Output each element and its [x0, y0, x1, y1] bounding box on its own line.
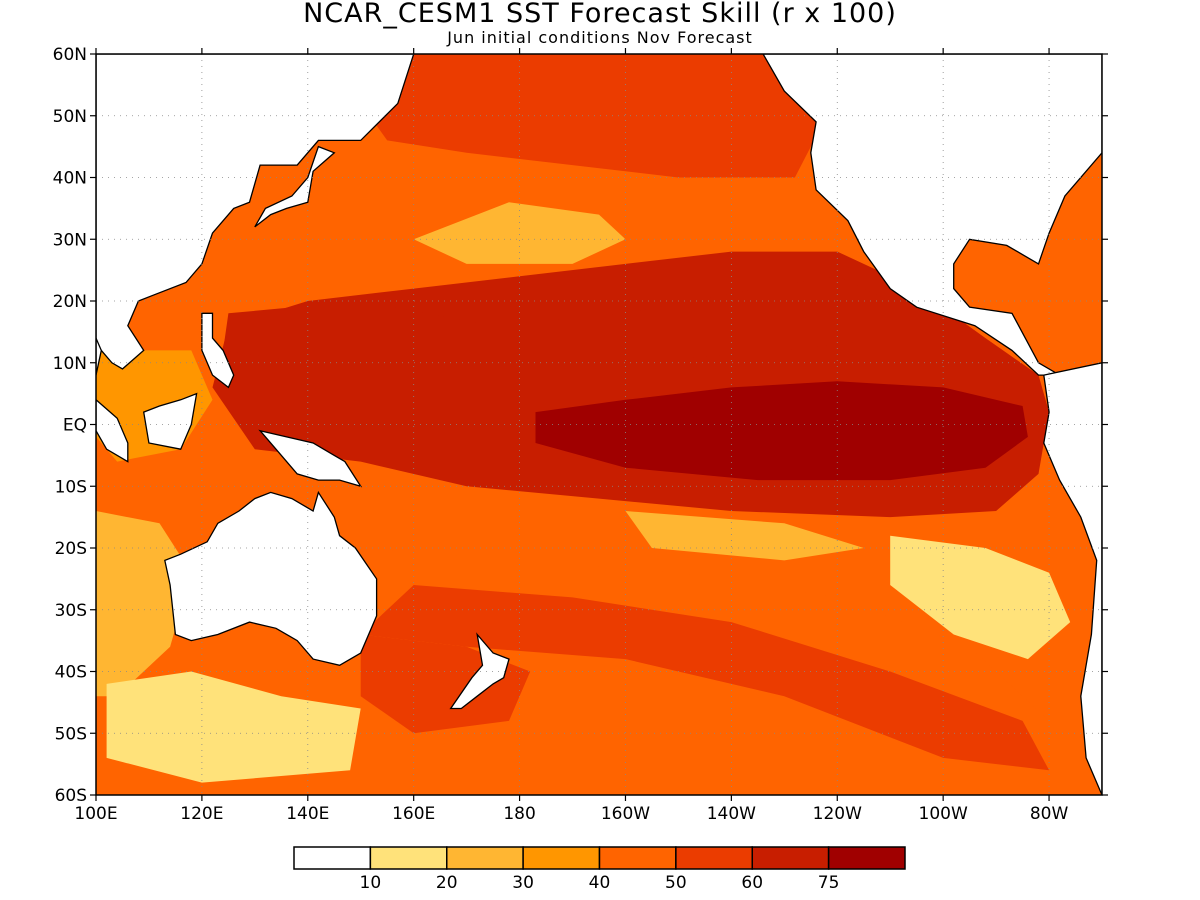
- land-asia-landmass: [96, 54, 415, 370]
- skill-region-south-indian-low: [106, 671, 361, 783]
- colorbar-label: 30: [512, 873, 534, 893]
- skill-region-north-tropical-high: [223, 276, 891, 363]
- lat-tick-label: 40N: [53, 169, 87, 189]
- skill-region-north-pacific-band: [360, 54, 838, 178]
- colorbar-swatch: [827, 846, 906, 870]
- colorbar-label: 20: [436, 873, 458, 893]
- land-japan: [254, 145, 336, 228]
- colorbar-label: 10: [360, 873, 382, 893]
- lon-tick-label: 160E: [392, 804, 435, 824]
- lat-tick-label: 10S: [55, 477, 87, 497]
- page-title: NCAR_CESM1 SST Forecast Skill (r x 100): [303, 0, 897, 29]
- land-masses: [96, 54, 1102, 795]
- lat-tick-label: 20S: [55, 539, 87, 559]
- lon-tick-label: 120W: [813, 804, 862, 824]
- skill-region-subtropical-north-low: [413, 202, 626, 264]
- lat-tick-label: 20N: [53, 292, 87, 312]
- land-new-zealand: [449, 632, 510, 710]
- colorbar-swatch: [293, 846, 372, 870]
- land-indonesia-sumatra: [96, 398, 129, 463]
- lon-tick-label: 140W: [707, 804, 756, 824]
- colorbar-swatch: [675, 846, 753, 870]
- lon-tick-label: 80W: [1030, 804, 1069, 824]
- skill-region-indian-ocean-west-low: [96, 511, 192, 697]
- colorbar-swatch: [369, 846, 448, 870]
- lat-tick-label: 40S: [55, 663, 87, 683]
- lat-tick-label: 30S: [55, 601, 87, 621]
- lon-tick-label: 100W: [919, 804, 968, 824]
- colorbar-label: 60: [741, 873, 763, 893]
- lat-tick-label: 10N: [53, 354, 87, 374]
- lat-tick-label: 60N: [53, 45, 87, 65]
- colorbar-swatch: [598, 846, 677, 870]
- lon-tick-label: 120E: [180, 804, 223, 824]
- lon-tick-label: 140E: [286, 804, 329, 824]
- lon-tick-label: 180: [503, 804, 535, 824]
- colorbar-swatch: [522, 846, 601, 870]
- axis-ticks: 60N50N40N30N20N10NEQ10S20S30S40S50S60S10…: [53, 45, 1108, 824]
- land-indonesia-borneo: [142, 392, 198, 450]
- lat-tick-label: 30N: [53, 230, 87, 250]
- colorbar-swatch: [446, 846, 524, 870]
- colorbar-label: 75: [818, 873, 840, 893]
- land-south-america-landmass: [1043, 362, 1102, 795]
- lat-tick-label: 60S: [55, 786, 87, 806]
- skill-region-equatorial-core: [535, 381, 1028, 481]
- lon-tick-label: 160W: [601, 804, 650, 824]
- land-philippines: [201, 312, 235, 389]
- lat-tick-label: EQ: [63, 416, 87, 436]
- colorbar-swatch: [751, 846, 830, 870]
- land-australia-landmass: [164, 490, 378, 666]
- skill-region-south-pacific-diagonal: [360, 585, 1050, 771]
- lon-tick-label: 100E: [74, 804, 117, 824]
- colorbar-label: 40: [589, 873, 611, 893]
- skill-region-southeast-pacific-low: [890, 535, 1071, 660]
- lat-tick-label: 50N: [53, 107, 87, 127]
- colorbar: 10 20 30 40 50 60 75: [293, 846, 906, 893]
- colorbar-label: 50: [665, 873, 687, 893]
- land-sri-lanka-india-tip: [96, 337, 102, 376]
- lat-tick-label: 50S: [55, 724, 87, 744]
- page-subtitle: Jun initial conditions Nov Forecast: [447, 28, 753, 47]
- land-north-america-landmass: [762, 54, 1102, 376]
